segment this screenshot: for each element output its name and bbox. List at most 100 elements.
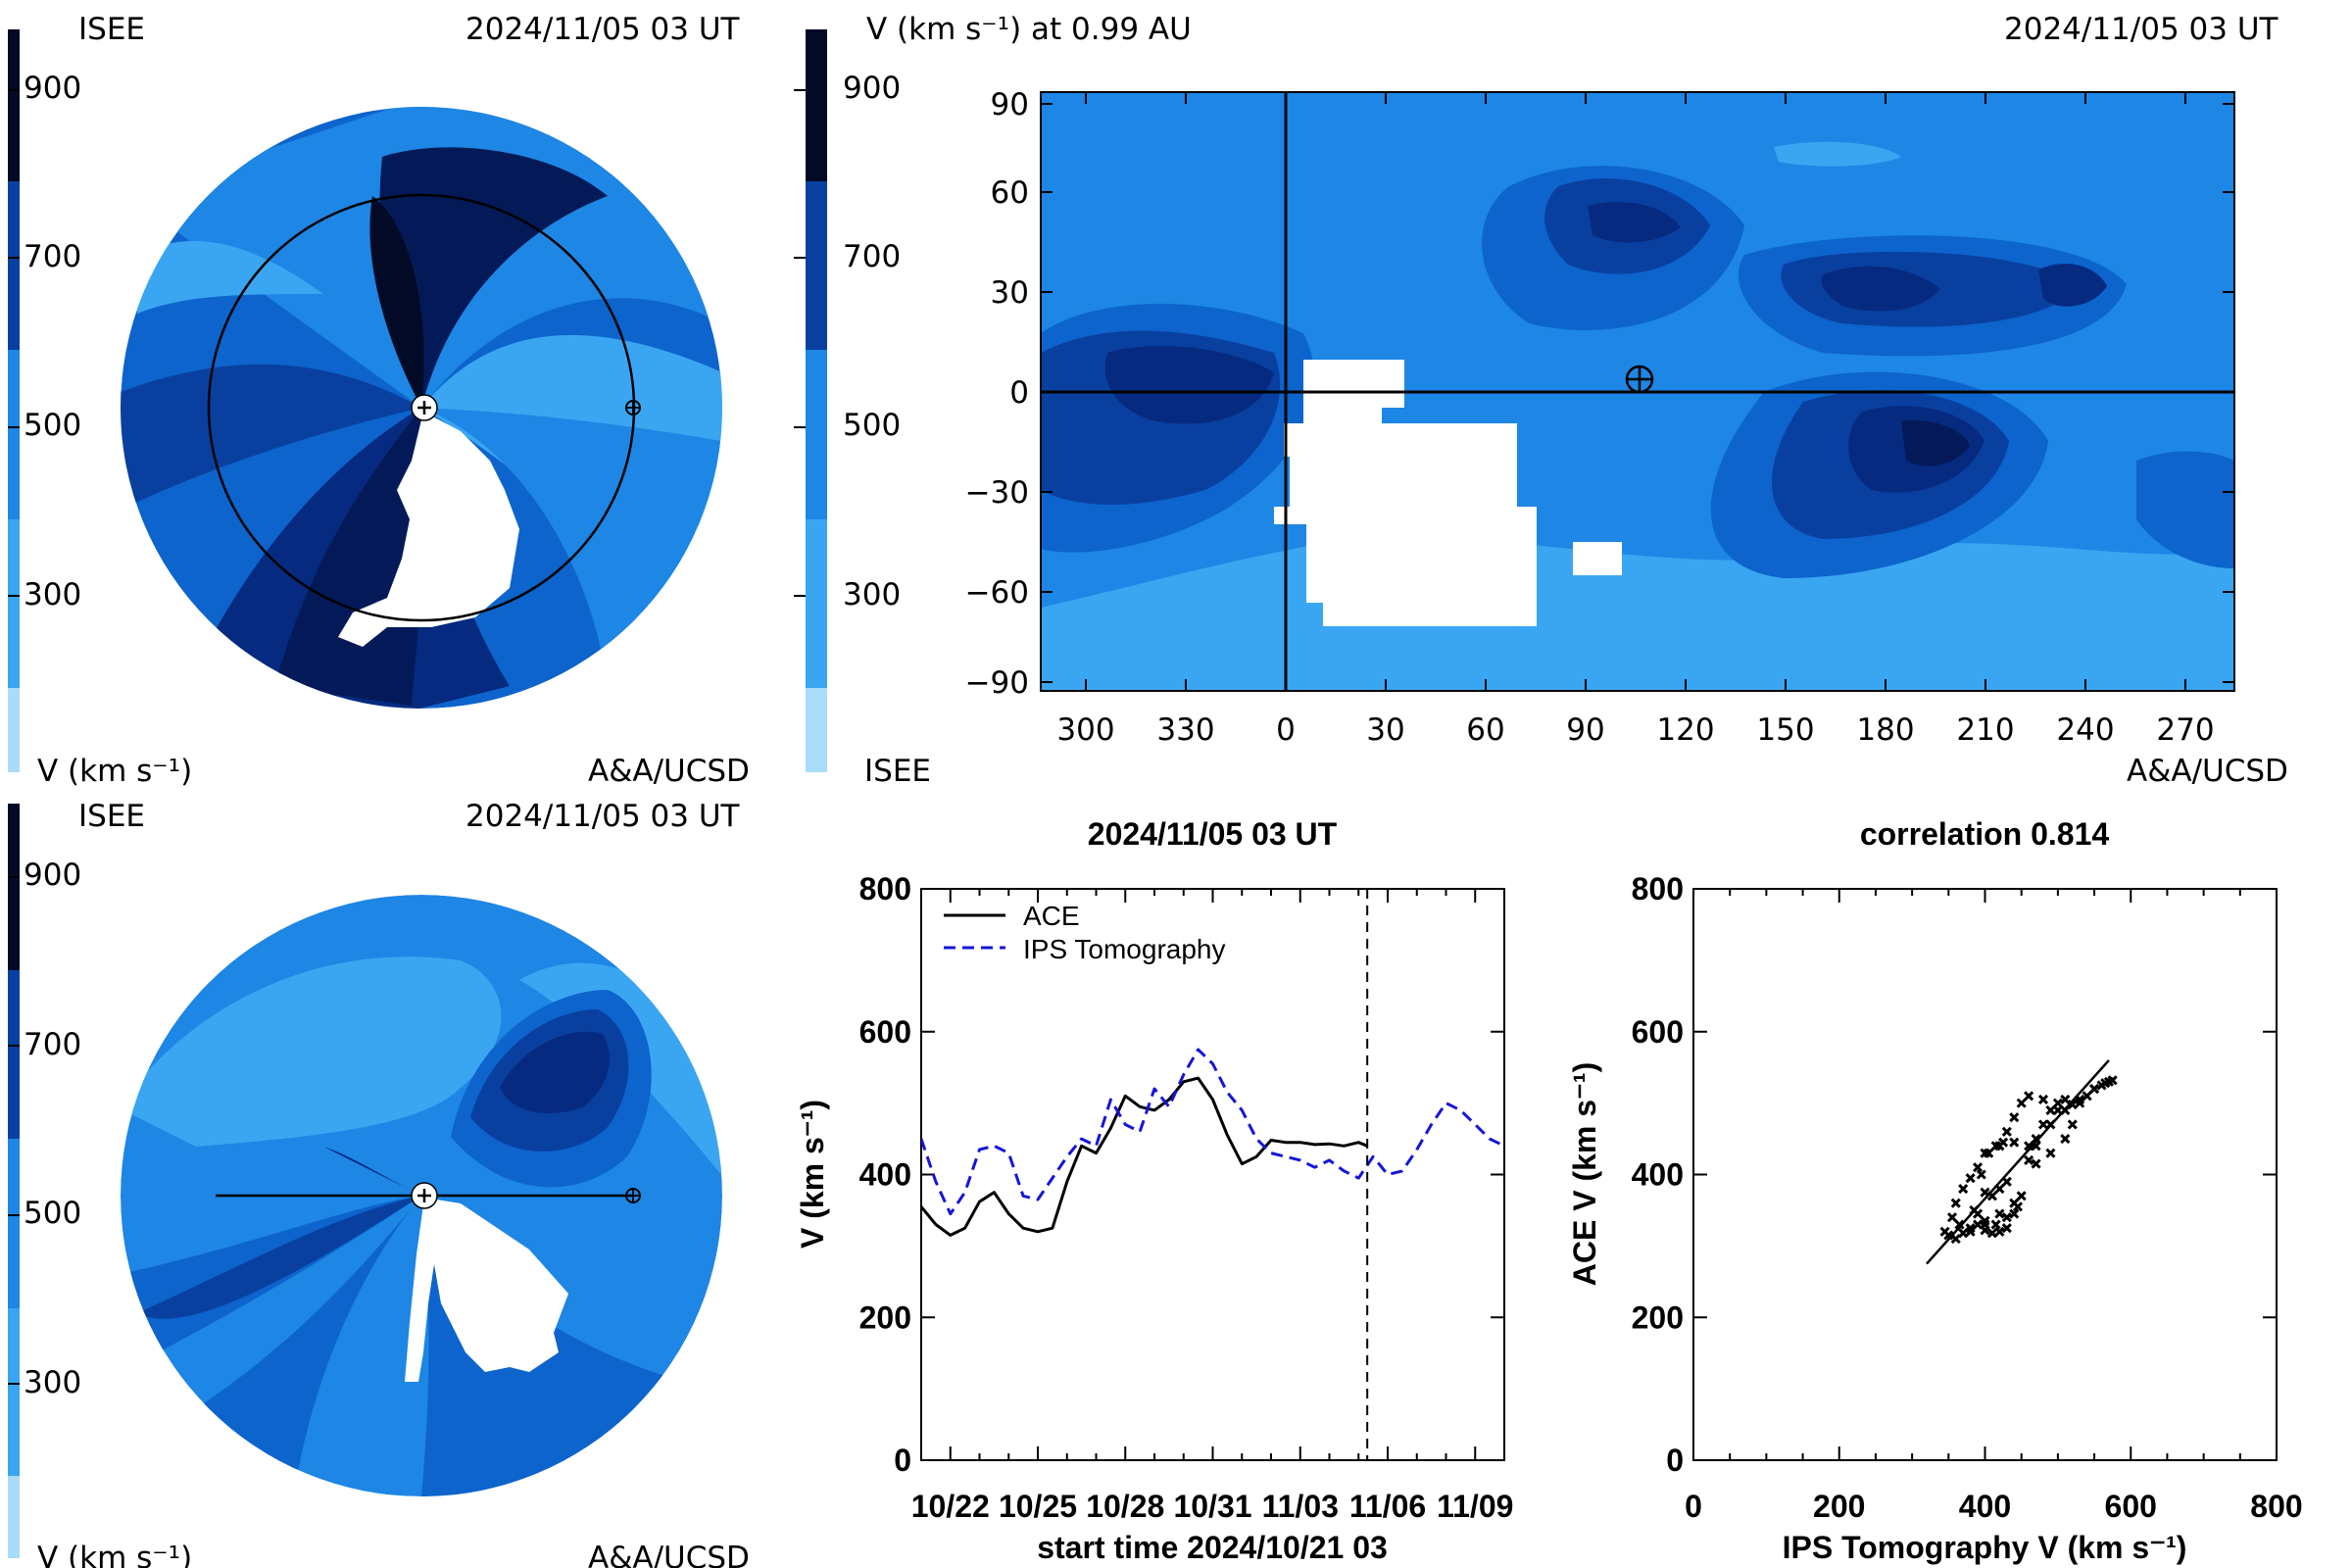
scatter-point <box>1972 1162 1984 1173</box>
speed-region <box>274 408 426 706</box>
scatter-y-tick-label: 0 <box>1666 1443 1684 1478</box>
source-label: ISEE <box>78 799 145 834</box>
white-gap <box>1573 542 1622 575</box>
scatter-points <box>1926 1059 2118 1265</box>
map-y-tick-label: 0 <box>1009 375 1029 411</box>
map-x-tick-label: 90 <box>1566 712 1604 748</box>
scatter-point <box>2001 1212 2012 1223</box>
colorbar-label-900: 900 <box>24 858 81 893</box>
colorbar-label-700: 700 <box>24 239 81 274</box>
scatter-point <box>1943 1230 1954 1241</box>
scatter-point <box>1958 1228 1969 1239</box>
colorbar-seg <box>8 350 20 519</box>
colorbar-seg <box>8 1308 20 1476</box>
credit-label: A&A/UCSD <box>588 754 750 789</box>
scatter-x-tick-label: 200 <box>1813 1489 1865 1524</box>
colorbar-label-700: 700 <box>843 239 901 274</box>
map-x-tick-label: 180 <box>1856 712 1914 748</box>
map-x-tick-label: 30 <box>1366 712 1404 748</box>
speed-region <box>1104 345 1274 424</box>
map-x-tick-label: 300 <box>1056 712 1114 748</box>
speed-region <box>121 956 502 1147</box>
scatter-point <box>2012 1201 2024 1212</box>
legend-label-ace: ACE <box>1023 901 1080 931</box>
map-x-tick-label: 330 <box>1156 712 1214 748</box>
colorbar-label-300: 300 <box>843 577 901 612</box>
scatter-xlabel: IPS Tomography V (km s⁻¹) <box>1783 1530 2187 1565</box>
scatter-y-tick-label: 600 <box>1632 1014 1684 1050</box>
speed-region <box>2038 264 2107 307</box>
speed-region <box>137 240 323 314</box>
panel-top-right: 300 500 700 900 V (km s⁻¹) at 0.99 AU 20… <box>794 12 2288 789</box>
scatter-point <box>2045 1148 2056 1158</box>
colorbar-label-300: 300 <box>24 577 81 612</box>
map-y-tick-label: −90 <box>965 665 1029 701</box>
colorbar-label-900: 900 <box>843 71 901 106</box>
speed-region <box>1821 266 1940 312</box>
scatter-x-tick-label: 400 <box>1959 1489 2011 1524</box>
credit-label: A&A/UCSD <box>2127 754 2288 789</box>
scatter-y-tick-label: 200 <box>1632 1299 1684 1335</box>
timestamp: 2024/11/05 03 UT <box>466 12 741 47</box>
scatter-point <box>2107 1075 2118 1086</box>
colorbar-seg <box>8 1139 20 1308</box>
speed-region <box>323 1147 421 1196</box>
map-x-tick-label: 210 <box>1956 712 2014 748</box>
colorbar-seg <box>8 688 20 772</box>
earth-icon <box>625 1188 641 1203</box>
speed-region <box>500 1031 611 1113</box>
scatter-point <box>1969 1204 1980 1216</box>
source-label: ISEE <box>864 754 931 789</box>
unit-label: V (km s⁻¹) <box>37 754 192 789</box>
colorbar-seg <box>806 519 827 688</box>
line-chart-x-tick-label: 11/03 <box>1262 1489 1339 1524</box>
earth-icon <box>1625 365 1654 394</box>
scatter-point <box>1946 1212 1958 1223</box>
panel-top-left: 300 500 700 900 ISEE 2024/11/05 03 UT V … <box>8 12 750 789</box>
line-chart-y-tick-label: 800 <box>859 871 911 906</box>
colorbar-label-300: 300 <box>24 1365 81 1400</box>
line-chart-axes: 0 200 400 600 800 10/22 10/25 10/28 10/31 11/03 11… <box>859 871 1514 1524</box>
earth-icon <box>625 400 641 416</box>
colorbar-seg <box>8 804 20 970</box>
line-chart-x-tick-label: 10/22 <box>911 1489 990 1524</box>
scatter-point <box>2075 1094 2085 1105</box>
scatter-point <box>1950 1198 1961 1208</box>
scatter-point <box>2009 1137 2020 1148</box>
scatter-point <box>2100 1078 2111 1089</box>
scatter-frame <box>1692 888 2278 1461</box>
scatter-point <box>1994 1208 2005 1219</box>
white-gap <box>338 412 519 647</box>
line-chart-title: 2024/11/05 03 UT <box>1088 816 1338 852</box>
source-label: ISEE <box>78 12 145 47</box>
line-chart-series <box>921 1048 1504 1237</box>
scatter-point <box>1986 1191 1998 1201</box>
timestamp: 2024/11/05 03 UT <box>466 799 741 834</box>
speed-region <box>121 364 421 510</box>
colorbar-top-left: 300 500 700 900 <box>8 29 81 772</box>
scatter-point <box>1965 1173 1976 1184</box>
scatter-point <box>2052 1104 2063 1115</box>
scatter-point <box>2016 1098 2027 1108</box>
series-line-ace <box>921 1076 1368 1237</box>
scatter-point <box>2045 1119 2056 1130</box>
scatter-x-tick-label: 600 <box>2105 1489 2157 1524</box>
speed-region <box>1774 141 1901 167</box>
map-title: V (km s⁻¹) at 0.99 AU <box>866 12 1192 47</box>
scatter-point <box>2082 1091 2092 1102</box>
scatter-point <box>2009 1208 2020 1219</box>
scatter-point <box>1980 1215 1990 1226</box>
unit-label: V (km s⁻¹) <box>37 1541 192 1568</box>
scatter-point <box>2060 1133 2071 1145</box>
scatter-x-tick-label: 0 <box>1685 1489 1702 1524</box>
timestamp: 2024/11/05 03 UT <box>2004 12 2279 47</box>
map-y-tick-label: −30 <box>965 475 1029 511</box>
speed-region <box>379 147 608 409</box>
scatter-point <box>2067 1119 2078 1130</box>
scatter-title: correlation 0.814 <box>1860 816 2110 852</box>
scatter-point <box>2088 1083 2100 1095</box>
scatter-point <box>2009 1112 2020 1123</box>
map-x-tick-label: 240 <box>2056 712 2114 748</box>
line-chart-x-tick-label: 11/06 <box>1349 1489 1426 1524</box>
